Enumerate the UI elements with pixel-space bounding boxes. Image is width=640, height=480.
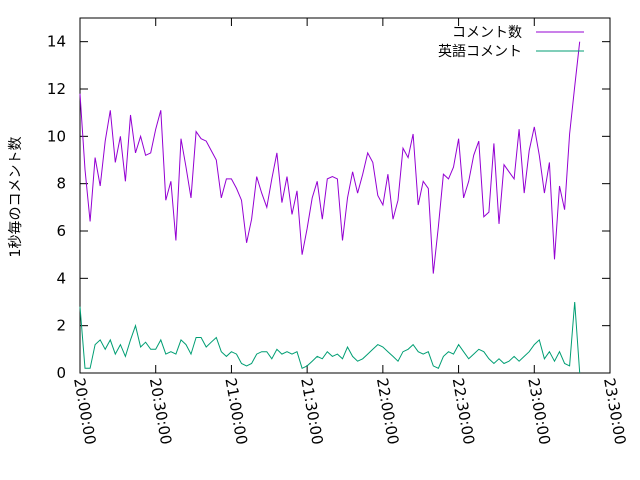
tick-marks [79,18,611,374]
series-lines [79,41,581,374]
x-tick-label-4: 22:00:00 [373,377,402,446]
y-tick-label-0: 0 [56,364,66,382]
legend-label-0: コメント数 [452,25,522,41]
y-tick-label-1: 2 [56,317,66,335]
y-tick-label-5: 10 [47,127,66,145]
y-tick-label-2: 4 [56,269,66,287]
plot-frame [79,17,611,374]
y-axis-label-group: 1秒毎のコメント数 [8,137,24,258]
y-tick-label-6: 12 [47,80,66,98]
y-tick-label-3: 6 [56,222,66,240]
x-tick-label-1: 20:30:00 [146,377,175,446]
y-axis-label: 1秒毎のコメント数 [8,137,24,258]
y-tick-label-4: 8 [56,175,66,193]
x-tick-label-3: 21:30:00 [297,377,326,446]
legend-label-1: 英語コメント [438,43,522,60]
x-tick-label-2: 21:00:00 [221,377,250,446]
tick-labels: 0 2 4 6 8 10 12 14 20:00:00 20:30:00 21:00:00 21:30… [47,33,630,446]
x-tick-label-6: 23:00:00 [524,377,553,446]
series-line-1 [79,301,581,374]
y-tick-label-7: 14 [47,33,66,51]
x-tick-label-7: 23:30:00 [600,377,629,446]
x-tick-label-5: 22:30:00 [449,377,478,446]
x-tick-label-0: 20:00:00 [70,377,99,446]
series-line-0 [79,41,581,274]
